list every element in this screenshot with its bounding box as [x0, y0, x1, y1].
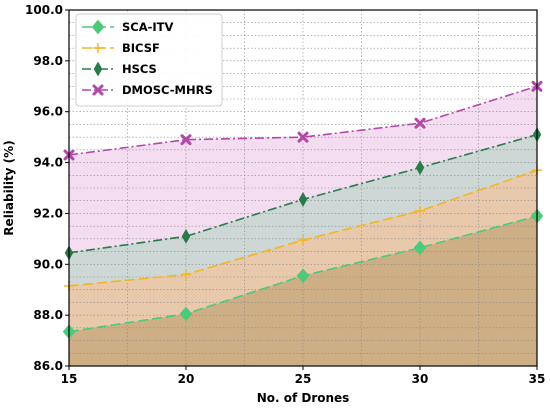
data-point-dmosc-mhrs [297, 131, 309, 143]
x-tick-label: 20 [178, 372, 195, 386]
data-point-bicsf [181, 269, 191, 280]
x-tick-label: 15 [61, 372, 78, 386]
data-point-hscs [298, 191, 308, 207]
legend-label-bicsf: BICSF [122, 41, 160, 55]
legend-label-dmosc-mhrs: DMOSC-MHRS [122, 83, 213, 97]
x-tick-labels: 15 20 25 30 35 [61, 366, 546, 386]
series-markers [62, 80, 544, 340]
data-point-bicsf [415, 205, 425, 216]
y-tick-labels: 86.0 88.0 90.0 92.0 94.0 96.0 98.0 100.0 [25, 3, 69, 373]
legend-box [75, 13, 223, 107]
data-point-bicsf [298, 235, 308, 246]
series-line-dmosc-mhrs [68, 85, 538, 156]
x-axis-label: No. of Drones [257, 391, 350, 405]
data-point-sca-itv [413, 240, 427, 256]
legend-label-hscs: HSCS [122, 62, 157, 76]
legend-label-sca-itv: SCA-ITV [122, 20, 174, 34]
y-tick-label: 98.0 [33, 54, 63, 68]
x-tick-label: 35 [529, 372, 546, 386]
y-tick-label: 94.0 [33, 156, 63, 170]
data-point-dmosc-mhrs [414, 117, 426, 129]
legend: SCA-ITV BICSF HSCS DMOSC-MHRS [75, 13, 223, 107]
legend-marker-sca-itv [91, 19, 105, 35]
legend-marker-bicsf [93, 43, 103, 53]
y-tick-label: 96.0 [33, 105, 63, 119]
legend-marker-dmosc-mhrs [92, 84, 104, 96]
y-tick-label: 86.0 [33, 359, 63, 373]
y-axis-label: Reliability (%) [2, 140, 16, 235]
x-tick-label: 25 [295, 372, 312, 386]
data-point-sca-itv [179, 306, 193, 322]
data-point-hscs [415, 160, 425, 176]
y-tick-label: 88.0 [33, 308, 63, 322]
data-point-dmosc-mhrs [180, 134, 192, 146]
y-tick-label: 100.0 [25, 3, 63, 17]
x-tick-label: 30 [412, 372, 429, 386]
y-tick-label: 90.0 [33, 257, 63, 271]
data-point-hscs [181, 228, 191, 244]
legend-marker-hscs [93, 61, 103, 77]
data-point-sca-itv [296, 268, 310, 284]
y-tick-label: 92.0 [33, 206, 63, 220]
